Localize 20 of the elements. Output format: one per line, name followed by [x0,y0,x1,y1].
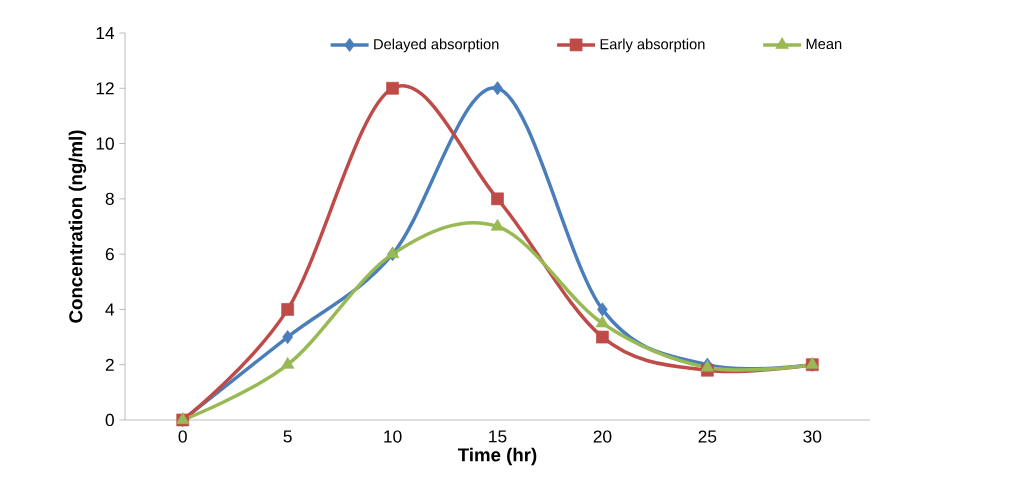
y-tick-label: 2 [105,358,114,371]
x-tick-label: 5 [283,430,292,443]
y-tick-label: 0 [105,413,114,427]
x-tick-label: 0 [178,430,187,443]
x-tick-label: 10 [384,430,402,443]
x-tick-label: 15 [489,430,507,443]
x-axis-title: Time (hr) [457,447,537,466]
legend-label: Delayed absorption [374,38,499,53]
y-tick-label: 10 [96,137,114,150]
legend-label: Early absorption [600,38,705,53]
y-tick-label: 12 [96,82,114,95]
y-tick-label: 6 [105,247,114,261]
y-tick-label: 14 [96,27,115,39]
y-axis-title: Concentration (ng/ml) [68,130,87,323]
x-tick-label: 30 [803,430,822,443]
x-tick-label: 25 [698,430,717,443]
y-tick-label: 4 [105,303,115,316]
legend-label: Mean [806,38,842,50]
x-tick-label: 20 [593,430,612,443]
y-tick-label: 8 [105,192,114,205]
